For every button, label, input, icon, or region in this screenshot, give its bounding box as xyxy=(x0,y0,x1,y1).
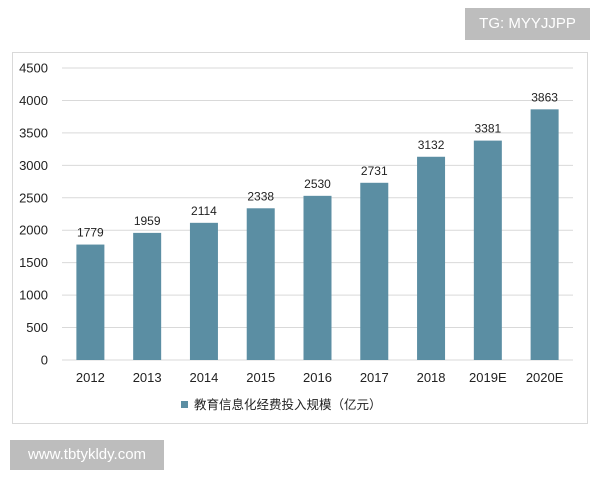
bar-2012 xyxy=(76,244,105,360)
data-label-2018: 3132 xyxy=(418,138,445,152)
y-tick-label-3500: 3500 xyxy=(19,125,48,140)
x-tick-label-2013: 2013 xyxy=(133,370,162,385)
x-tick-label-2019E: 2019E xyxy=(469,370,507,385)
bar-2019E xyxy=(473,140,502,360)
bar-2017 xyxy=(360,182,389,360)
bar-2018 xyxy=(417,156,446,360)
y-tick-label-4000: 4000 xyxy=(19,93,48,108)
y-tick-label-2000: 2000 xyxy=(19,223,48,238)
x-tick-label-2016: 2016 xyxy=(303,370,332,385)
x-tick-label-2015: 2015 xyxy=(246,370,275,385)
legend-swatch xyxy=(181,401,188,408)
y-tick-label-4500: 4500 xyxy=(19,61,48,76)
x-tick-label-2014: 2014 xyxy=(189,370,218,385)
x-tick-label-2020E: 2020E xyxy=(526,370,564,385)
watermark-top: TG: MYYJJPP xyxy=(465,8,590,40)
x-tick-label-2018: 2018 xyxy=(417,370,446,385)
y-tick-label-0: 0 xyxy=(41,353,48,368)
bar-2013 xyxy=(133,232,162,360)
bar-2015 xyxy=(246,208,275,360)
data-label-2013: 1959 xyxy=(134,214,161,228)
data-label-2019E: 3381 xyxy=(474,122,501,136)
data-label-2016: 2530 xyxy=(304,177,331,191)
legend-label: 教育信息化经费投入规模（亿元） xyxy=(194,397,382,412)
data-label-2012: 1779 xyxy=(77,226,104,240)
y-tick-label-2500: 2500 xyxy=(19,190,48,205)
y-tick-label-3000: 3000 xyxy=(19,158,48,173)
data-label-2014: 2114 xyxy=(191,204,217,218)
data-label-2015: 2338 xyxy=(247,189,274,203)
data-label-2017: 2731 xyxy=(361,164,388,178)
data-label-2020E: 3863 xyxy=(531,90,558,104)
x-tick-label-2017: 2017 xyxy=(360,370,389,385)
bar-2020E xyxy=(530,109,559,360)
y-tick-label-1000: 1000 xyxy=(19,288,48,303)
bar-2016 xyxy=(303,195,332,360)
y-tick-label-1500: 1500 xyxy=(19,255,48,270)
bar-2014 xyxy=(189,222,218,360)
x-tick-label-2012: 2012 xyxy=(76,370,105,385)
watermark-bottom: www.tbtykldy.com xyxy=(10,440,164,470)
y-tick-label-500: 500 xyxy=(26,320,48,335)
